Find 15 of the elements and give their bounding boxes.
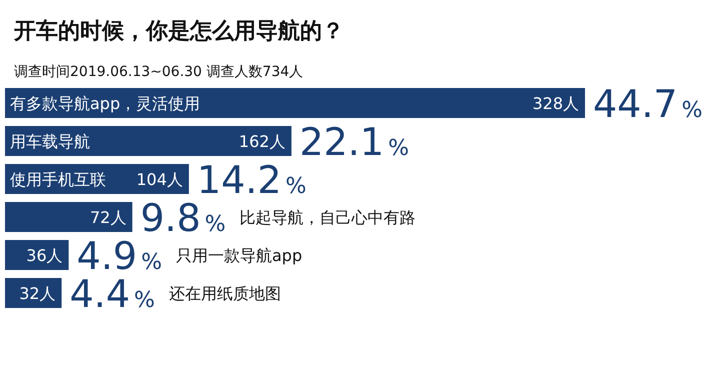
data-label: 104人	[136, 170, 183, 189]
chart-title: 开车的时候，你是怎么用导航的？	[13, 18, 344, 44]
y-tick-label: 还在用纸质地图	[168, 284, 281, 303]
y-tick-label: 有多款导航app，灵活使用	[10, 94, 200, 113]
data-label: 32人	[19, 284, 56, 303]
y-tick-label: 使用手机互联	[10, 170, 106, 189]
data-label: 72人	[90, 208, 126, 227]
y-tick-label: 只用一款导航app	[176, 246, 302, 265]
y-tick-label: 用车载导航	[10, 132, 90, 151]
data-label: 36人	[26, 246, 63, 265]
annotation: 44.7%	[593, 82, 703, 126]
chart-subtitle: 调查时间2019.06.13~06.30 调查人数734人	[14, 64, 304, 80]
y-tick-label: 比起导航，自己心中有路	[240, 208, 416, 227]
data-label: 328人	[532, 94, 579, 113]
data-label: 162人	[238, 132, 286, 151]
